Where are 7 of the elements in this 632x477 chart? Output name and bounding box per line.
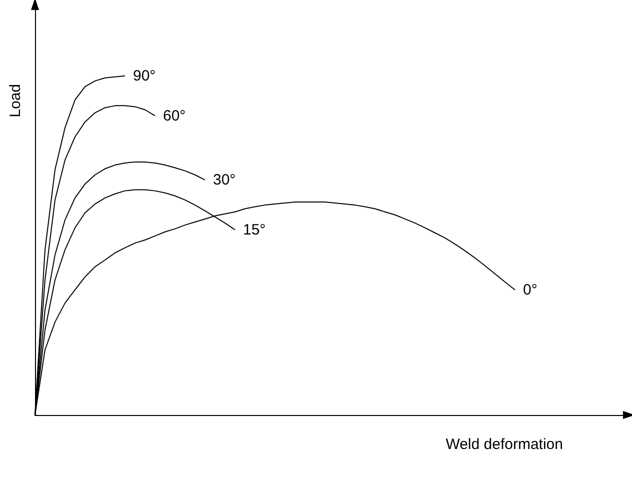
series-label: 30° <box>213 171 236 188</box>
series-label: 90° <box>133 67 156 84</box>
y-axis-title: Load <box>7 84 24 118</box>
series-label: 15° <box>243 221 266 238</box>
series-label: 0° <box>523 281 538 298</box>
x-axis-title: Weld deformation <box>446 436 563 453</box>
series-label: 60° <box>163 107 186 124</box>
